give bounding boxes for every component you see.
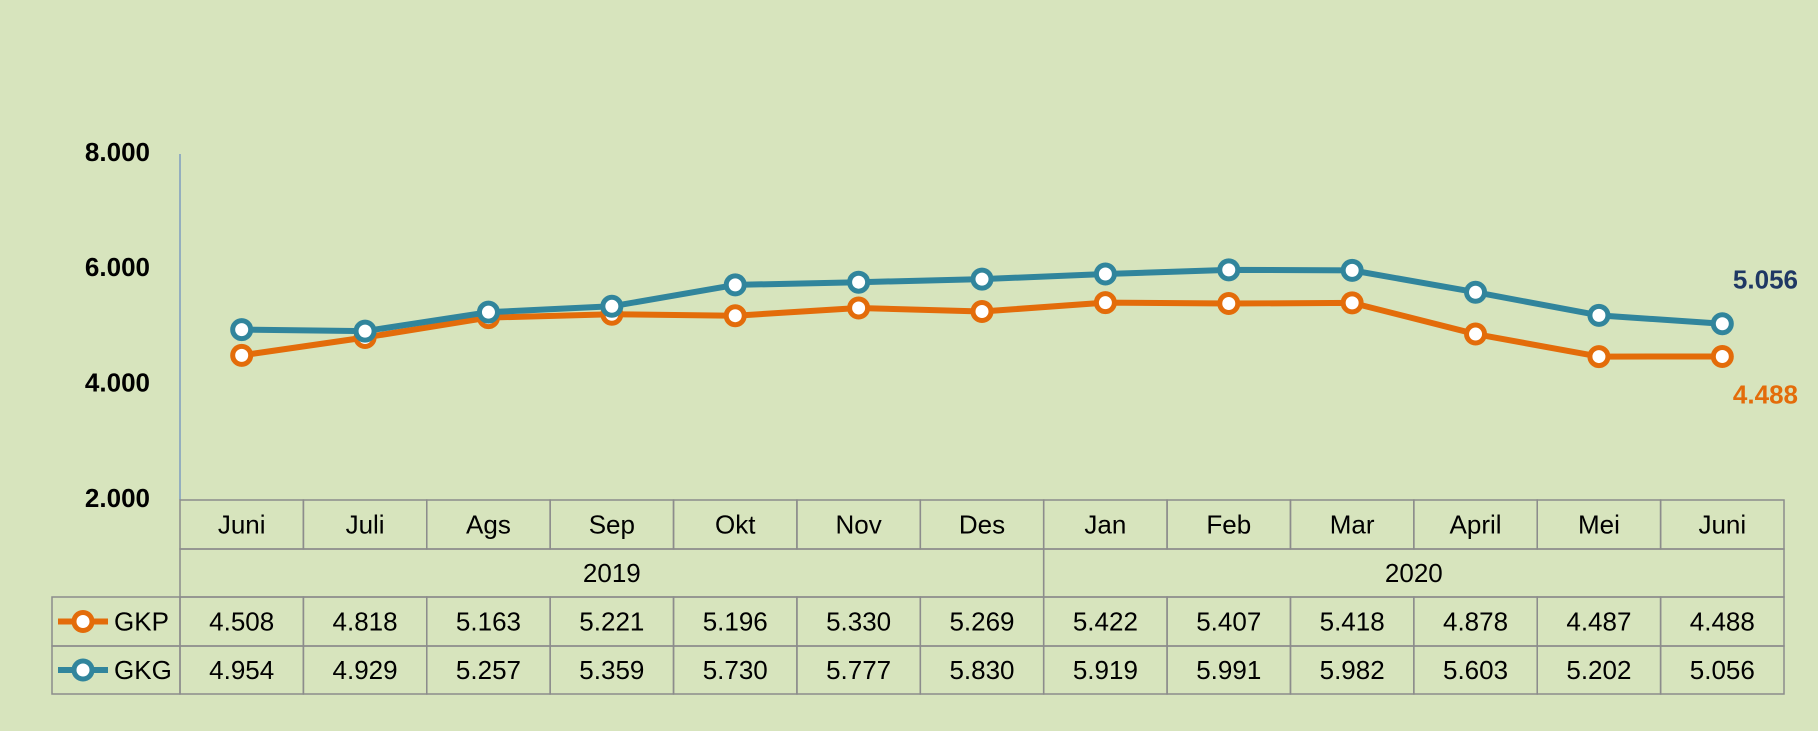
x-tick-label: Feb: [1206, 509, 1251, 539]
y-tick-label: 6.000: [85, 252, 150, 282]
x-tick-label: Sep: [589, 509, 635, 539]
table-value: 5.730: [703, 655, 768, 685]
marker: [1093, 262, 1117, 286]
table-value: 4.818: [333, 606, 398, 636]
table-value: 4.508: [209, 606, 274, 636]
table-value: 5.830: [949, 655, 1014, 685]
marker: [1093, 291, 1117, 315]
table-value: 4.929: [333, 655, 398, 685]
marker: [230, 343, 254, 367]
year-label: 2019: [583, 558, 641, 588]
marker: [847, 296, 871, 320]
marker: [723, 304, 747, 328]
marker: [1464, 322, 1488, 346]
marker: [1340, 258, 1364, 282]
marker: [723, 273, 747, 297]
table-value: 4.487: [1566, 606, 1631, 636]
table-value: 5.407: [1196, 606, 1261, 636]
table-value: 5.418: [1320, 606, 1385, 636]
table-value: 5.603: [1443, 655, 1508, 685]
legend-marker: [71, 610, 95, 633]
table-value: 5.991: [1196, 655, 1261, 685]
table-value: 5.056: [1690, 655, 1755, 685]
table-value: 5.257: [456, 655, 521, 685]
table-value: 5.202: [1566, 655, 1631, 685]
marker: [970, 299, 994, 323]
table-value: 5.777: [826, 655, 891, 685]
data-label: 5.056: [1733, 265, 1798, 295]
marker: [1710, 345, 1734, 369]
table-value: 4.878: [1443, 606, 1508, 636]
marker: [970, 267, 994, 291]
x-tick-label: Nov: [835, 509, 881, 539]
table-cell: [1659, 645, 1785, 695]
marker: [1710, 312, 1734, 336]
table-value: 4.954: [209, 655, 274, 685]
table-value: 5.269: [949, 606, 1014, 636]
x-tick-label: April: [1450, 509, 1502, 539]
marker: [1340, 291, 1364, 315]
table-value: 5.196: [703, 606, 768, 636]
year-label: 2020: [1385, 558, 1443, 588]
x-tick-label: Okt: [715, 509, 756, 539]
x-tick-label: Ags: [466, 509, 511, 539]
table-value: 4.488: [1690, 606, 1755, 636]
table-value: 5.359: [579, 655, 644, 685]
table-value: 5.919: [1073, 655, 1138, 685]
legend-label: GKP: [114, 606, 169, 636]
x-tick-label: Mei: [1578, 509, 1620, 539]
marker: [230, 318, 254, 342]
data-label: 4.488: [1733, 379, 1798, 409]
marker: [1217, 258, 1241, 282]
x-tick-label: Mar: [1330, 509, 1375, 539]
table-value: 5.982: [1320, 655, 1385, 685]
legend-marker: [71, 658, 95, 682]
marker: [1587, 345, 1611, 369]
y-tick-label: 4.000: [85, 368, 150, 398]
marker: [600, 294, 624, 318]
table-value: 5.163: [456, 606, 521, 636]
x-tick-label: Des: [959, 509, 1005, 539]
y-tick-label: 8.000: [85, 137, 150, 167]
marker: [1587, 303, 1611, 327]
legend-label: GKG: [114, 655, 172, 685]
x-tick-label: Juni: [1698, 509, 1746, 539]
table-value: 5.221: [579, 606, 644, 636]
table-value: 5.422: [1073, 606, 1138, 636]
x-tick-label: Juli: [346, 509, 385, 539]
marker: [353, 319, 377, 343]
marker: [476, 300, 500, 324]
marker: [847, 270, 871, 294]
x-tick-label: Juni: [218, 509, 266, 539]
y-tick-label: 2.000: [85, 483, 150, 513]
x-tick-label: Jan: [1084, 509, 1126, 539]
marker: [1464, 280, 1488, 304]
marker: [1217, 292, 1241, 316]
table-value: 5.330: [826, 606, 891, 636]
